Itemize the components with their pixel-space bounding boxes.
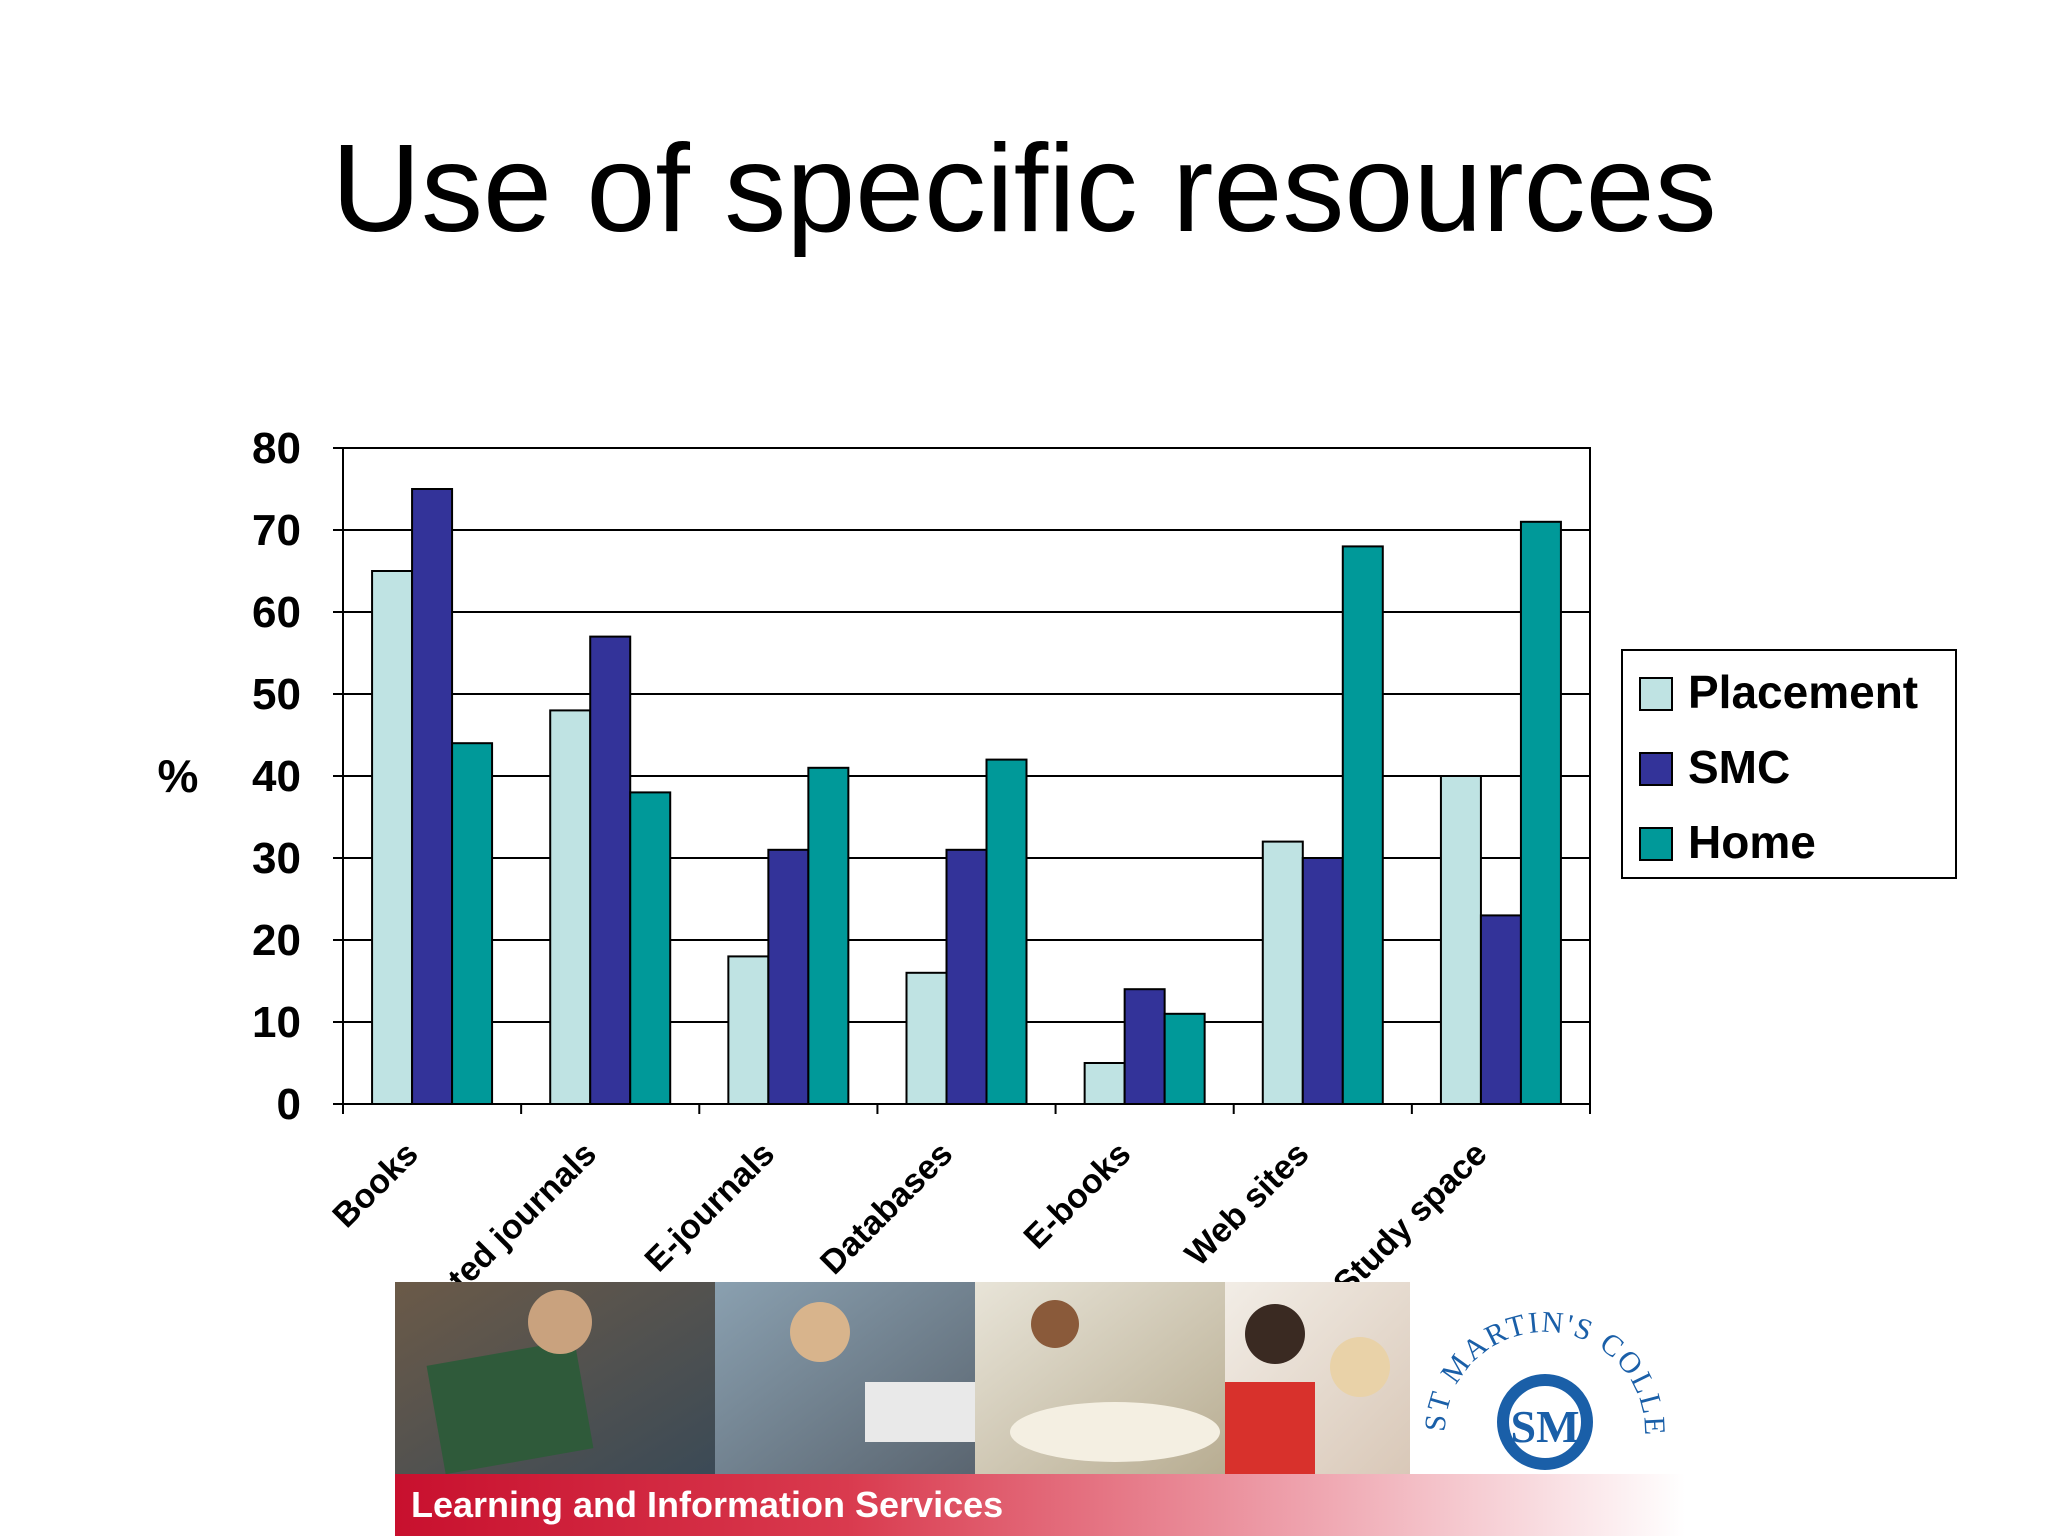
bar-placement-3: [905, 971, 948, 1105]
x-tick-label: Databases: [813, 1135, 960, 1282]
x-tick-label: Study space: [1326, 1135, 1495, 1290]
y-tick-label: 20: [252, 916, 301, 965]
legend-swatch-home: [1639, 827, 1673, 861]
bar-placement-5: [1261, 840, 1304, 1105]
bar-placement-1: [549, 709, 592, 1106]
x-tick-label: E-books: [1017, 1135, 1139, 1257]
x-tick-label: Web sites: [1178, 1135, 1317, 1274]
x-tick-label: E-journals: [638, 1135, 782, 1279]
legend-swatch-smc: [1639, 752, 1673, 786]
x-tick-label: Printed journals: [394, 1135, 604, 1290]
banner-caption-strip: Learning and Information Services: [395, 1474, 1685, 1536]
bar-placement-2: [727, 955, 770, 1106]
bar-home-4: [1163, 1012, 1206, 1105]
bar-smc-3: [945, 848, 988, 1105]
bar-smc-2: [767, 848, 810, 1105]
bar-home-0: [451, 742, 494, 1105]
bar-home-3: [985, 758, 1028, 1105]
bar-smc-5: [1301, 857, 1344, 1105]
bar-smc-1: [589, 635, 632, 1105]
y-tick-label: 70: [252, 506, 301, 555]
banner-photo-collage: ST MARTIN'S COLLEGE SM: [395, 1282, 1685, 1474]
college-banner: ST MARTIN'S COLLEGE SM Learning and Info…: [395, 1282, 1685, 1536]
bar-placement-0: [371, 570, 414, 1105]
bar-home-1: [629, 791, 672, 1106]
bar-home-6: [1519, 520, 1562, 1105]
y-axis-label: %: [158, 750, 199, 802]
y-tick-label: 0: [277, 1080, 301, 1129]
y-tick-label: 50: [252, 670, 301, 719]
bar-smc-4: [1123, 988, 1166, 1106]
legend-swatch-placement: [1639, 677, 1673, 711]
y-tick-label: 30: [252, 834, 301, 883]
bar-home-5: [1341, 545, 1384, 1105]
logo-mark: SM: [1511, 1401, 1580, 1452]
legend: [1621, 649, 1957, 879]
legend-label-placement: Placement: [1688, 666, 1918, 718]
bar-smc-6: [1479, 914, 1522, 1106]
legend-label-home: Home: [1688, 816, 1816, 868]
slide-title: Use of specific resources: [331, 120, 1717, 258]
y-tick-label: 80: [252, 424, 301, 473]
x-tick-label: Books: [325, 1135, 425, 1235]
bar-smc-0: [411, 488, 454, 1105]
bar-placement-4: [1083, 1062, 1126, 1105]
y-tick-label: 10: [252, 998, 301, 1047]
legend-label-smc: SMC: [1688, 741, 1790, 793]
bar-placement-6: [1439, 775, 1482, 1105]
y-tick-label: 60: [252, 588, 301, 637]
banner-caption: Learning and Information Services: [411, 1484, 1004, 1525]
bar-home-2: [807, 766, 850, 1105]
y-tick-label: 40: [252, 752, 301, 801]
